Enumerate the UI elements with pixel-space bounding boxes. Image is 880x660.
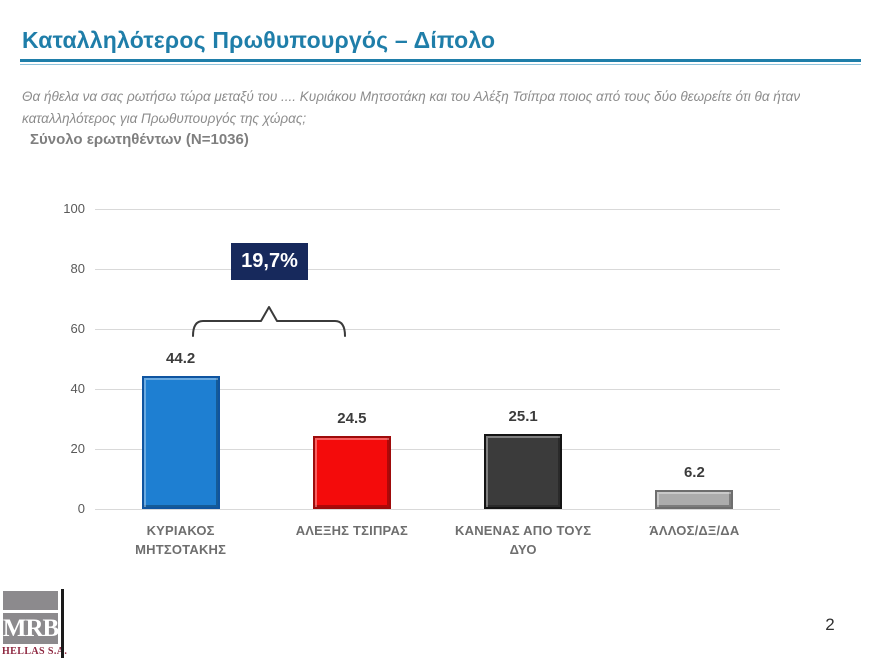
gridline bbox=[95, 388, 780, 390]
gridline bbox=[95, 268, 780, 270]
y-tick-label: 20 bbox=[70, 441, 85, 456]
category-label: ΚΥΡΙΑΚΟΣ ΜΗΤΣΟΤΑΚΗΣ bbox=[135, 523, 227, 557]
y-tick-label: 60 bbox=[70, 321, 85, 336]
sample-size-label: Σύνολο ερωτηθέντων (N=1036) bbox=[30, 131, 249, 148]
title-divider-thin bbox=[20, 64, 861, 65]
mrb-logo-label: MRB bbox=[2, 614, 59, 642]
category-label: ΑΛΕΞΗΣ ΤΣΙΠΡΑΣ bbox=[295, 523, 409, 538]
bar-value-label: 6.2 bbox=[683, 464, 705, 482]
gridline bbox=[95, 448, 780, 450]
title-divider bbox=[20, 59, 861, 62]
category-label: ΚΑΝΕΝΑΣ ΑΠΟ ΤΟΥΣ ΔΥΟ bbox=[455, 523, 592, 557]
mrb-logo-subtext: HELLAS S.A. bbox=[2, 646, 68, 657]
bar bbox=[141, 376, 220, 509]
bar bbox=[484, 433, 563, 509]
bar bbox=[312, 435, 391, 509]
difference-brace-icon bbox=[192, 306, 346, 337]
difference-annotation: 19,7% bbox=[231, 243, 308, 280]
y-tick-label: 0 bbox=[77, 501, 85, 516]
bar-value-label: 44.2 bbox=[166, 350, 196, 368]
gridline bbox=[95, 208, 780, 210]
mrb-logo-text: MRB bbox=[2, 613, 59, 644]
survey-question: Θα ήθελα να σας ρωτήσω τώρα μεταξύ του .… bbox=[22, 89, 801, 126]
gridline bbox=[95, 508, 780, 510]
bar-value-label: 25.1 bbox=[508, 407, 538, 425]
y-tick-label: 100 bbox=[63, 201, 85, 216]
y-tick-label: 40 bbox=[70, 381, 85, 396]
page-title: Καταλληλότερος Πρωθυπουργός – Δίπολο bbox=[22, 27, 496, 53]
bar bbox=[655, 490, 734, 509]
category-label: ΆΛΛΟΣ/ΔΞ/ΔΑ bbox=[649, 523, 740, 538]
mrb-logo: MRB HELLAS S.A. bbox=[0, 585, 70, 660]
difference-value: 19,7% bbox=[241, 250, 298, 272]
gridline bbox=[95, 328, 780, 330]
bar-chart: 100 80 60 40 20 0 44.2 ΚΥΡΙΑΚΟΣ ΜΗΤΣΟΤΑΚΗΣ 24.5… bbox=[63, 201, 780, 557]
page-number: 2 bbox=[825, 615, 835, 634]
y-tick-label: 80 bbox=[70, 261, 85, 276]
logo-divider bbox=[61, 589, 64, 658]
mrb-logo-block bbox=[3, 591, 58, 610]
bar-value-label: 24.5 bbox=[337, 409, 367, 427]
